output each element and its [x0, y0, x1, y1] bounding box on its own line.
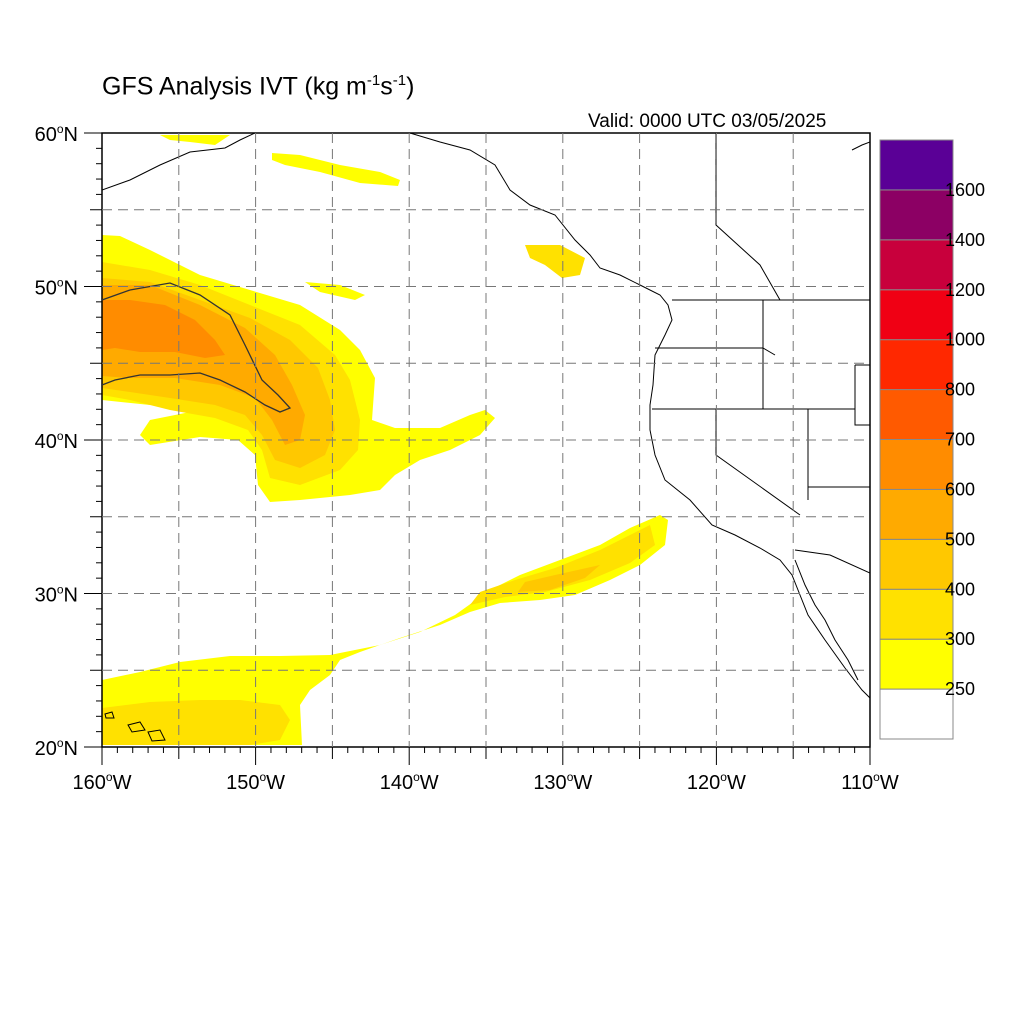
- ivt-patch-northwest: [160, 135, 230, 145]
- colorbar-box: [879, 139, 954, 191]
- colorbar-box: [879, 239, 954, 291]
- coastline-baja: [794, 559, 859, 681]
- colorbar-box: [879, 389, 954, 441]
- axis-labels: 160oW 150oW 140oW 130oW 120oW 110oW 60oN 50oN 40…: [35, 122, 899, 794]
- lat-tick-label: 20oN: [35, 736, 78, 760]
- map-title: GFS Analysis IVT (kg m-1s-1): [102, 72, 415, 101]
- lon-tick-label: 120oW: [687, 770, 746, 794]
- ivt-shading: [102, 135, 668, 745]
- colorbar-label: 1000: [945, 330, 985, 350]
- ivt-river-hawaii-400: [102, 700, 290, 745]
- lon-tick-label: 130oW: [533, 770, 592, 794]
- lat-tick-label: 60oN: [35, 122, 78, 146]
- graticule: [102, 133, 870, 747]
- lon-tick-label: 140oW: [380, 770, 439, 794]
- colorbar-box: [879, 289, 954, 341]
- border-id: [762, 300, 809, 500]
- border-east: [854, 364, 870, 426]
- colorbar: 250 300 400 500 600 700 800 1000 1200 1400 1600: [879, 139, 985, 740]
- colorbar-box: [879, 688, 954, 740]
- valid-time-label: Valid: 0000 UTC 03/05/2025: [588, 111, 827, 132]
- colorbar-label: 600: [945, 479, 975, 499]
- colorbar-label: 300: [945, 629, 975, 649]
- colorbar-box: [879, 488, 954, 540]
- island-hawaii: [104, 711, 166, 742]
- lon-tick-label: 110oW: [841, 770, 899, 794]
- ivt-plume-north-700: [102, 300, 225, 358]
- colorbar-box: [879, 189, 954, 241]
- colorbar-label: 500: [945, 529, 975, 549]
- lat-tick-label: 30oN: [35, 583, 78, 607]
- lat-tick-label: 50oN: [35, 276, 78, 300]
- ivt-river-south-300: [102, 515, 668, 745]
- colorbar-box: [879, 439, 954, 490]
- ivt-patch-mid: [305, 282, 365, 300]
- colorbar-label: 250: [945, 679, 975, 699]
- ivt-patch-bc: [525, 245, 585, 278]
- ivt-contour-600: [102, 282, 292, 413]
- border-us-mexico: [794, 549, 870, 574]
- lon-tick-label: 160oW: [73, 770, 132, 794]
- colorbar-label: 400: [945, 579, 975, 599]
- colorbar-box: [879, 588, 954, 640]
- lon-tick-label: 150oW: [226, 770, 285, 794]
- border-or-wa: [655, 347, 776, 356]
- lat-tick-label: 40oN: [35, 429, 78, 453]
- coastline-alaska: [102, 133, 256, 191]
- colorbar-label: 1400: [945, 230, 985, 250]
- colorbar-label: 800: [945, 380, 975, 400]
- coastline-hudson: [851, 141, 870, 151]
- colorbar-box: [879, 538, 954, 590]
- ivt-river-south-500: [518, 565, 600, 592]
- colorbar-label: 700: [945, 430, 975, 450]
- colorbar-box: [879, 638, 954, 690]
- border-bc-alberta: [715, 133, 781, 301]
- border-nv: [715, 409, 801, 516]
- ivt-patch-gulf-alaska: [272, 153, 400, 186]
- colorbar-label: 1600: [945, 180, 985, 200]
- colorbar-box: [879, 339, 954, 391]
- axis-ticks: [84, 132, 871, 765]
- colorbar-label: 1200: [945, 280, 985, 300]
